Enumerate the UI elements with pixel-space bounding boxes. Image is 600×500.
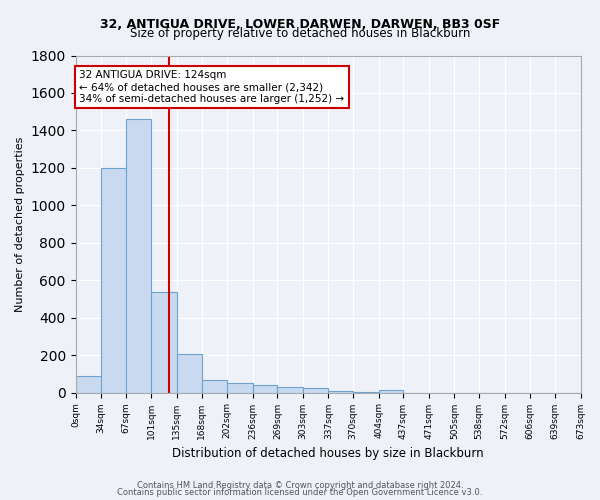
Bar [303, 388, 328, 392]
Text: 32 ANTIGUA DRIVE: 124sqm
← 64% of detached houses are smaller (2,342)
34% of sem: 32 ANTIGUA DRIVE: 124sqm ← 64% of detach… [79, 70, 344, 104]
Bar [227, 383, 253, 392]
Y-axis label: Number of detached properties: Number of detached properties [15, 136, 25, 312]
Text: Size of property relative to detached houses in Blackburn: Size of property relative to detached ho… [130, 28, 470, 40]
Bar [101, 168, 126, 392]
Bar [379, 390, 403, 392]
Bar [177, 354, 202, 393]
Bar [328, 391, 353, 392]
X-axis label: Distribution of detached houses by size in Blackburn: Distribution of detached houses by size … [172, 447, 484, 460]
Text: 32, ANTIGUA DRIVE, LOWER DARWEN, DARWEN, BB3 0SF: 32, ANTIGUA DRIVE, LOWER DARWEN, DARWEN,… [100, 18, 500, 30]
Bar [202, 380, 227, 392]
Bar [151, 292, 177, 392]
Bar [277, 388, 303, 392]
Text: Contains HM Land Registry data © Crown copyright and database right 2024.: Contains HM Land Registry data © Crown c… [137, 480, 463, 490]
Bar [126, 119, 151, 392]
Text: Contains public sector information licensed under the Open Government Licence v3: Contains public sector information licen… [118, 488, 482, 497]
Bar [253, 385, 277, 392]
Bar [76, 376, 101, 392]
